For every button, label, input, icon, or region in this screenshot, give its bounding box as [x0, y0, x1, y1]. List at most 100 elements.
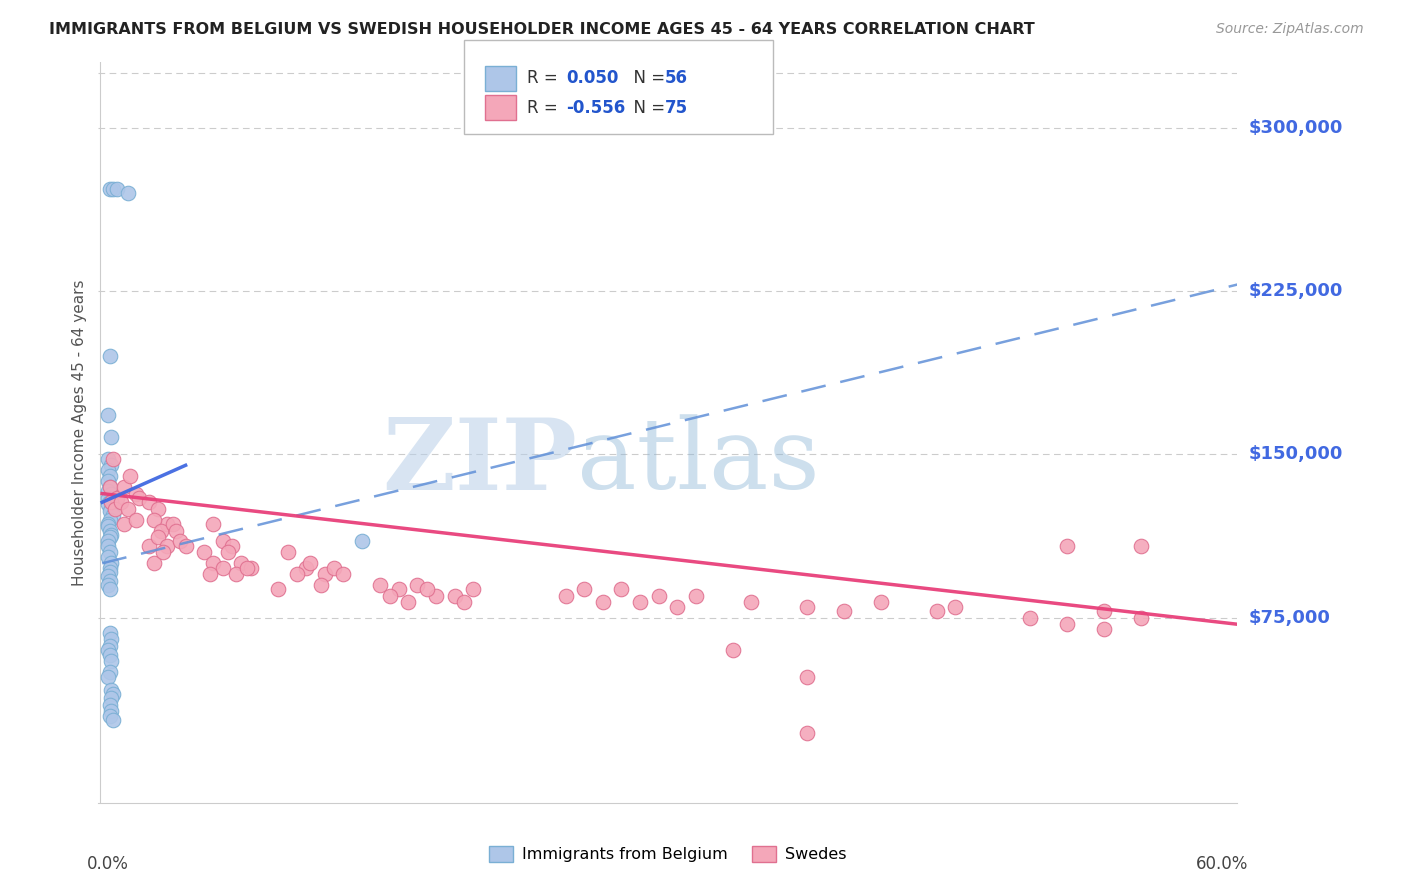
Point — [100, 654, 122, 668]
Point — [165, 524, 187, 538]
Point — [97, 491, 120, 505]
Point — [100, 458, 122, 473]
Point — [443, 589, 465, 603]
Point — [1092, 604, 1115, 618]
Point — [721, 643, 744, 657]
Point — [98, 582, 121, 597]
Point — [169, 534, 191, 549]
Text: $150,000: $150,000 — [1249, 445, 1343, 464]
Point — [100, 556, 122, 570]
Point — [117, 186, 139, 200]
Point — [104, 501, 127, 516]
Point — [388, 582, 411, 597]
Point — [832, 604, 855, 618]
Point — [685, 589, 707, 603]
Point — [406, 578, 429, 592]
Point — [97, 519, 120, 533]
Point — [323, 560, 346, 574]
Point — [100, 632, 122, 647]
Point — [112, 517, 135, 532]
Point — [453, 595, 475, 609]
Point — [98, 574, 121, 588]
Point — [285, 567, 308, 582]
Point — [97, 462, 120, 476]
Point — [554, 589, 576, 603]
Point — [592, 595, 614, 609]
Point — [124, 486, 146, 500]
Point — [105, 182, 128, 196]
Point — [211, 534, 233, 549]
Point — [138, 495, 160, 509]
Point — [112, 480, 135, 494]
Text: 0.050: 0.050 — [567, 70, 619, 87]
Point — [100, 486, 122, 500]
Point — [425, 589, 447, 603]
Point — [100, 501, 122, 516]
Point — [1056, 617, 1078, 632]
Point — [97, 669, 120, 683]
Point — [117, 501, 139, 516]
Point — [146, 530, 169, 544]
Point — [156, 517, 179, 532]
Point — [97, 539, 120, 553]
Text: IMMIGRANTS FROM BELGIUM VS SWEDISH HOUSEHOLDER INCOME AGES 45 - 64 YEARS CORRELA: IMMIGRANTS FROM BELGIUM VS SWEDISH HOUSE… — [49, 22, 1035, 37]
Point — [796, 599, 818, 614]
Text: Source: ZipAtlas.com: Source: ZipAtlas.com — [1216, 22, 1364, 37]
Point — [143, 513, 166, 527]
Point — [98, 513, 121, 527]
Point — [1018, 610, 1040, 624]
Point — [221, 539, 243, 553]
Point — [396, 595, 419, 609]
Point — [103, 451, 125, 466]
Point — [298, 556, 321, 570]
Point — [98, 504, 121, 518]
Point — [124, 513, 146, 527]
Point — [156, 539, 179, 553]
Legend: Immigrants from Belgium, Swedes: Immigrants from Belgium, Swedes — [482, 839, 853, 869]
Point — [225, 567, 247, 582]
Text: N =: N = — [623, 70, 671, 87]
Point — [198, 567, 221, 582]
Point — [100, 691, 122, 706]
Point — [100, 495, 122, 509]
Point — [98, 530, 121, 544]
Point — [628, 595, 651, 609]
Point — [211, 560, 233, 574]
Text: 56: 56 — [665, 70, 688, 87]
Point — [217, 545, 239, 559]
Point — [236, 560, 259, 574]
Text: N =: N = — [623, 99, 671, 117]
Point — [1129, 539, 1152, 553]
Point — [97, 474, 120, 488]
Point — [267, 582, 290, 597]
Text: ZIP: ZIP — [382, 414, 576, 511]
Point — [100, 682, 122, 697]
Point — [610, 582, 633, 597]
Point — [97, 484, 120, 499]
Point — [98, 495, 121, 509]
Point — [128, 491, 150, 505]
Point — [98, 469, 121, 483]
Point — [100, 704, 122, 718]
Point — [309, 578, 332, 592]
Point — [103, 508, 125, 523]
Point — [118, 469, 141, 483]
Y-axis label: Householder Income Ages 45 - 64 years: Householder Income Ages 45 - 64 years — [72, 279, 87, 586]
Text: 60.0%: 60.0% — [1197, 855, 1249, 872]
Text: R =: R = — [527, 70, 564, 87]
Text: $300,000: $300,000 — [1249, 119, 1343, 136]
Point — [143, 556, 166, 570]
Point — [97, 408, 120, 422]
Point — [98, 560, 121, 574]
Point — [110, 495, 132, 509]
Text: R =: R = — [527, 99, 564, 117]
Point — [239, 560, 262, 574]
Point — [193, 545, 215, 559]
Point — [416, 582, 439, 597]
Point — [647, 589, 669, 603]
Point — [277, 545, 299, 559]
Point — [97, 643, 120, 657]
Point — [97, 517, 120, 532]
Text: $75,000: $75,000 — [1249, 608, 1330, 627]
Point — [943, 599, 966, 614]
